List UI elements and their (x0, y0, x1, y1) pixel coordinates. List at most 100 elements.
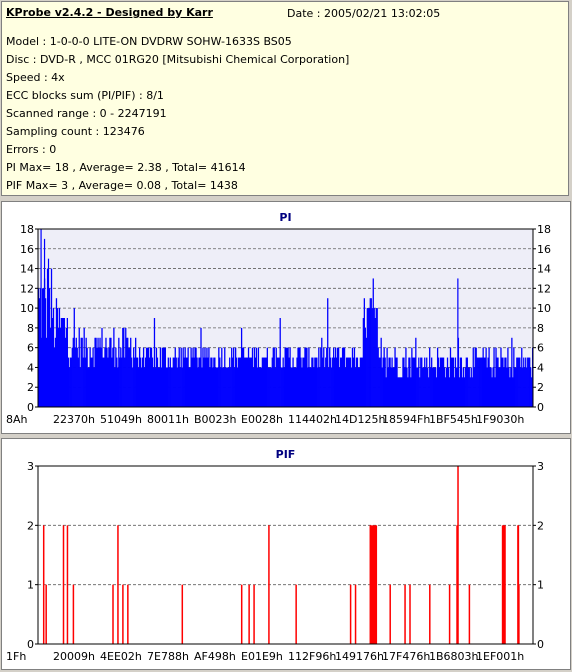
pi-bar (152, 367, 155, 407)
pi-bar (60, 318, 63, 407)
pi-bar (409, 357, 411, 407)
pi-bar (166, 367, 168, 407)
pi-bar (110, 337, 112, 407)
pi-bar (85, 337, 87, 407)
pi-bar (70, 357, 72, 407)
pif-block (369, 525, 378, 644)
pi-bar (453, 377, 456, 407)
pi-bar (341, 347, 344, 407)
pi-bar (236, 357, 238, 407)
pi-bar (94, 337, 96, 407)
pi-bar (168, 367, 170, 407)
pi-bar (323, 347, 325, 407)
pi-bar (414, 357, 416, 407)
y-tick-label-left: 3 (27, 460, 34, 473)
pi-bar (515, 367, 517, 407)
pi-bar (212, 367, 214, 407)
pi-bar (49, 327, 52, 407)
y-tick-label-left: 0 (27, 401, 34, 414)
pi-bar (500, 347, 502, 407)
pi-bar (398, 377, 400, 407)
pi-bar (494, 377, 496, 407)
pi-bar (142, 347, 145, 407)
pi-bar (239, 357, 242, 407)
pi-bar (117, 367, 119, 407)
pi-bar (170, 367, 172, 407)
pi-bar (423, 367, 425, 407)
pi-bar (477, 357, 479, 407)
pi-bar (474, 347, 476, 407)
pi-bar (388, 357, 390, 407)
pi-bar (425, 367, 427, 407)
pi-bar (295, 367, 297, 407)
pi-bar (394, 347, 396, 407)
pi-bar (349, 357, 352, 407)
pi-bar (310, 367, 312, 407)
pi-bar (486, 367, 488, 407)
pi-bar (202, 347, 204, 407)
pi-bar (83, 327, 85, 407)
pi-bar (509, 377, 511, 407)
pi-bar (264, 357, 266, 407)
pi-bar (230, 367, 232, 407)
pi-bar (72, 337, 74, 407)
pi-bar (413, 357, 415, 407)
pi-bar (285, 347, 287, 407)
pi-bar (189, 367, 191, 407)
x-tick-label: 4EE02h (100, 650, 142, 663)
pi-bar (171, 367, 173, 407)
pi-bar (443, 367, 446, 407)
pi-bar (80, 337, 82, 407)
pi-bar (473, 367, 475, 407)
pi-bar (437, 357, 440, 407)
pi-bar (368, 308, 370, 407)
pi-bar (46, 268, 49, 407)
pi-bar (288, 357, 290, 407)
pi-bar (278, 357, 280, 407)
pi-bar (97, 337, 99, 407)
pi-bar (225, 367, 227, 407)
pi-bar (161, 347, 164, 407)
pi-bar (432, 367, 434, 407)
y-tick-label-right: 2 (537, 381, 544, 394)
pi-bar (207, 357, 209, 407)
pi-bar (138, 347, 141, 407)
pi-bar (350, 367, 353, 407)
pi-bar (461, 377, 464, 407)
pi-bar (421, 357, 423, 407)
pi-bar (74, 347, 76, 407)
pi-bar (153, 318, 156, 407)
x-tick-label: 114402h (288, 413, 337, 426)
pi-bar (144, 357, 147, 407)
pi-bar (229, 357, 231, 407)
pi-bar (124, 357, 126, 407)
pi-bar (106, 347, 108, 407)
pi-bar (465, 357, 467, 407)
pi-bar (342, 347, 345, 407)
x-tick-label: 18594Fh (382, 413, 430, 426)
pi-bar (504, 357, 506, 407)
pi-bar (378, 357, 380, 407)
pi-bar (120, 347, 122, 407)
pi-bar (190, 347, 192, 407)
pi-bar (304, 347, 306, 407)
pi-peak (457, 278, 459, 407)
pi-bar (146, 347, 149, 407)
pi-bar (38, 288, 40, 407)
pi-bar (240, 327, 243, 407)
pi-bar (223, 367, 225, 407)
info-panel: KProbe v2.4.2 - Designed by Karr Date : … (1, 1, 569, 196)
x-tick-label: 22370h (53, 413, 95, 426)
pi-bar (427, 367, 429, 407)
pi-bar (58, 308, 61, 407)
pi-bar (315, 357, 317, 407)
pif-spike (429, 584, 431, 644)
pi-bar (371, 308, 373, 407)
pi-bar (440, 357, 443, 407)
y-tick-label-right: 1 (537, 579, 544, 592)
pif-spike (268, 525, 270, 644)
pi-bar (98, 347, 100, 407)
pi-bar (518, 357, 520, 407)
pi-bar (311, 357, 313, 407)
y-tick-label-left: 2 (27, 381, 34, 394)
